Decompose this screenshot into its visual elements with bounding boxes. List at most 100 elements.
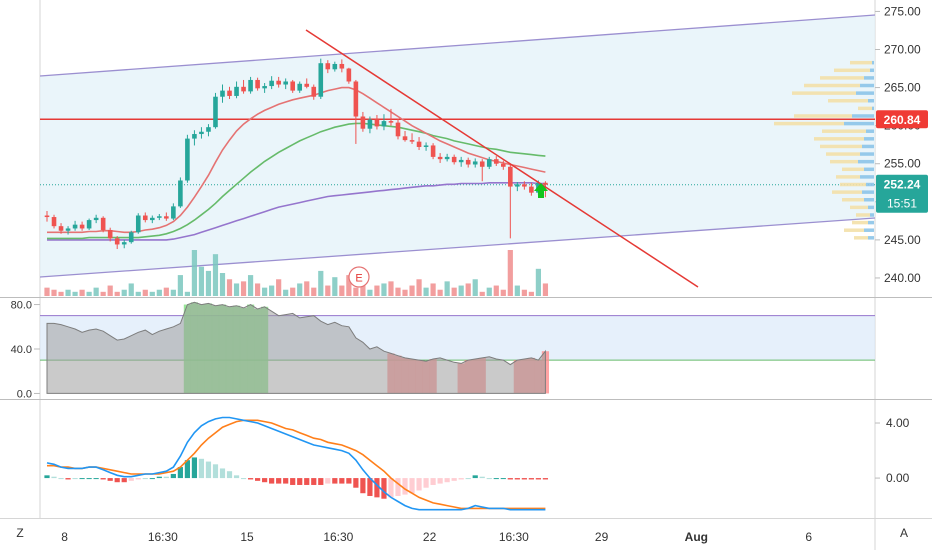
volume-bar	[135, 291, 141, 296]
auto-scale-button[interactable]: A	[900, 526, 908, 540]
macd-histogram-bar	[304, 478, 310, 485]
candle-body	[241, 86, 246, 92]
candle-body	[114, 238, 120, 245]
macd-histogram-bar	[430, 478, 436, 485]
macd-histogram-bar	[535, 478, 541, 480]
volume-profile-up-row	[864, 167, 874, 172]
up-arrow-icon	[534, 183, 548, 198]
bar-countdown: 15:51	[887, 197, 917, 211]
oscillator-pane[interactable]	[40, 301, 875, 394]
volume-bar	[247, 275, 254, 296]
macd-histogram-bar	[297, 478, 303, 485]
volume-bar	[290, 287, 296, 296]
zoom-toggle-button[interactable]: Z	[16, 526, 23, 540]
macd-histogram-bar	[409, 478, 415, 494]
trendline[interactable]	[305, 29, 699, 288]
candle-body	[290, 81, 295, 91]
time-axis-label: 16:30	[323, 530, 353, 544]
candle-body	[493, 159, 499, 164]
candle-body	[332, 63, 338, 70]
macd-histogram-bar	[332, 478, 338, 484]
volume-bar	[374, 285, 380, 296]
macd-histogram-bar	[163, 476, 169, 479]
volume-bar	[269, 285, 275, 296]
candle-body	[128, 232, 134, 243]
volume-bar	[107, 285, 113, 296]
macd-histogram-bar	[290, 478, 296, 485]
candle-body	[388, 121, 394, 123]
volume-profile-down-row	[850, 60, 872, 65]
macd-histogram-bar	[360, 478, 366, 494]
volume-profile-up-row	[860, 175, 874, 179]
candlesticks[interactable]	[44, 58, 548, 250]
macd-histogram-bar	[276, 478, 282, 484]
time-axis[interactable]: 8 16:30 15 16:30 22 16:30 29 Aug 6	[61, 530, 812, 544]
price-axis[interactable]: 275.00270.00265.00260.00255.00250.00245.…	[875, 4, 921, 285]
macd-histogram-bar	[437, 478, 443, 484]
volume-bar	[521, 289, 527, 296]
macd-histogram-bar	[184, 460, 190, 479]
volume-bar	[226, 279, 233, 296]
macd-histogram-bar	[170, 473, 176, 479]
candle-body	[430, 145, 436, 157]
candle-body	[58, 226, 64, 231]
horizontal-line-tag: 260.84	[876, 110, 928, 129]
volume-bar	[255, 283, 261, 296]
macd-pane[interactable]	[44, 416, 549, 511]
volume-profile-up-row	[868, 205, 874, 210]
candle-body	[107, 229, 113, 239]
volume-bar	[507, 250, 513, 296]
macd-histogram-bar	[128, 478, 134, 481]
volume-bar	[409, 285, 415, 296]
channel-upper-line[interactable]	[40, 14, 875, 77]
macd-histogram-bar	[135, 478, 141, 480]
candle-body	[297, 83, 303, 91]
volume-profile-down-row	[792, 91, 856, 95]
candle-body	[171, 206, 176, 219]
macd-histogram-bar	[528, 478, 534, 480]
volume-profile-down-row	[842, 167, 864, 172]
macd-histogram-bar	[142, 478, 148, 480]
volume-bar	[395, 287, 401, 296]
volume-bar	[360, 279, 366, 296]
candle-body	[72, 224, 78, 229]
macd-histogram-bar	[121, 478, 127, 483]
time-axis-label: 6	[805, 530, 812, 544]
last-price-tag: 252.24 15:51	[876, 174, 928, 213]
macd-axis: 4.00 0.00	[875, 416, 910, 485]
volume-profile-up-row	[870, 213, 874, 217]
volume-bar	[198, 266, 205, 296]
candle-body	[311, 86, 317, 97]
volume-bar	[500, 289, 506, 296]
volume-bar	[93, 287, 99, 296]
macd-histogram-bar	[283, 478, 289, 484]
candle-body	[374, 119, 380, 127]
macd-histogram-bar	[465, 478, 471, 480]
macd-histogram-bar	[107, 478, 113, 481]
volume-bar	[44, 287, 50, 296]
price-axis-label: 255.00	[884, 157, 921, 171]
macd-histogram-bar	[100, 478, 106, 480]
volume-bar	[212, 254, 219, 296]
candle-body	[255, 79, 260, 89]
candle-body	[93, 217, 99, 221]
macd-histogram-bar	[262, 478, 268, 483]
candle-body	[206, 127, 211, 132]
volume-bar	[156, 289, 162, 296]
earnings-marker[interactable]: E	[348, 266, 370, 288]
macd-histogram-bar	[451, 478, 457, 481]
time-axis-label: Aug	[685, 530, 708, 544]
volume-profile	[774, 60, 874, 240]
oscillator-area	[46, 301, 546, 394]
macd-histogram-bar	[542, 478, 549, 480]
volume-profile-up-row	[860, 152, 874, 156]
channel-lower-line[interactable]	[40, 217, 875, 278]
volume-bar	[304, 281, 310, 296]
candle-body	[479, 161, 485, 167]
macd-histogram-bar	[374, 478, 380, 498]
earnings-label: E	[355, 273, 362, 285]
price-pane[interactable]: E	[40, 14, 875, 296]
macd-histogram-bar	[156, 476, 162, 479]
volume-bar	[353, 287, 359, 296]
